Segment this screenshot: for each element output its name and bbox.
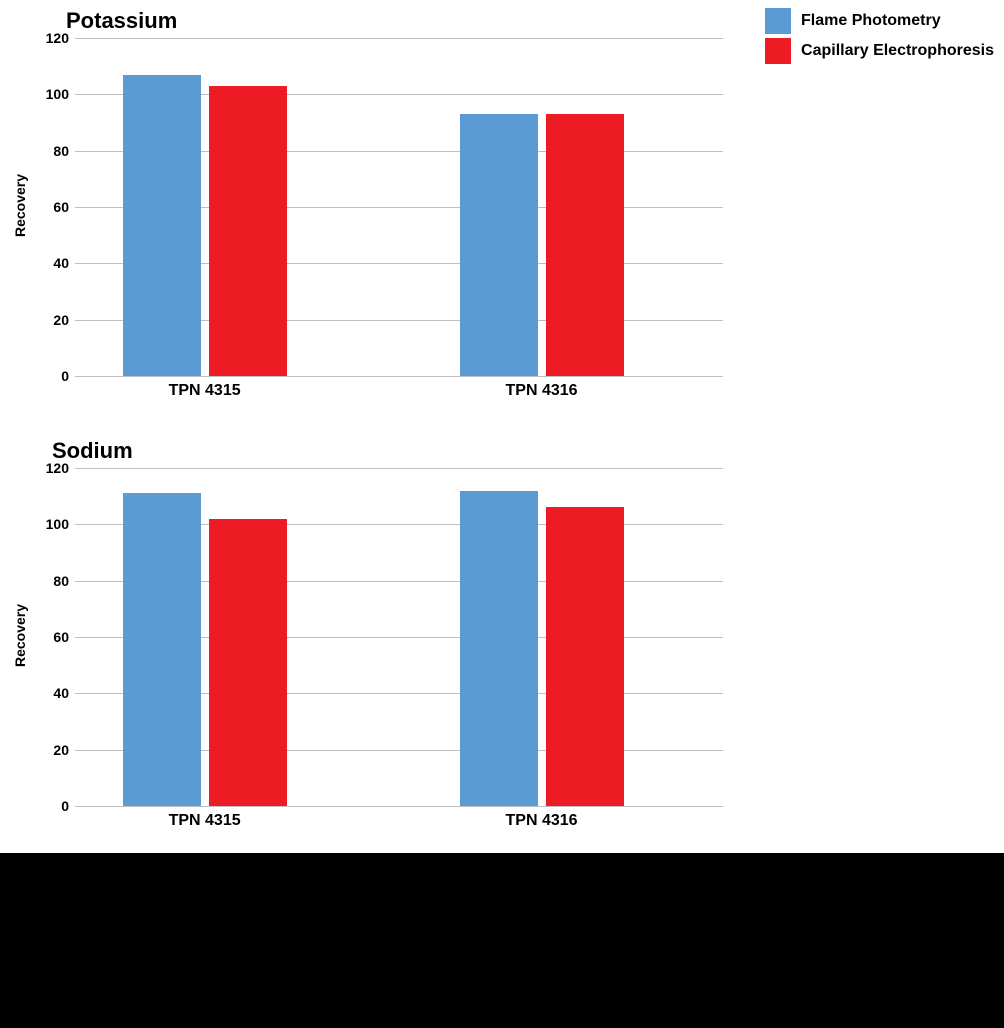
grid-line — [75, 376, 723, 377]
x-category-label: TPN 4315 — [169, 812, 241, 830]
legend-swatch — [765, 8, 791, 34]
y-tick-label: 80 — [35, 143, 69, 159]
y-tick-label: 60 — [35, 629, 69, 645]
y-tick-label: 20 — [35, 742, 69, 758]
y-tick-label: 100 — [35, 516, 69, 532]
y-tick-label: 40 — [35, 255, 69, 271]
y-axis-label: Recovery — [12, 174, 28, 237]
x-category-label: TPN 4315 — [169, 382, 241, 400]
y-tick-label: 120 — [35, 460, 69, 476]
bar — [123, 75, 201, 376]
legend-label: Capillary Electrophoresis — [801, 42, 994, 60]
content-area: Flame Photometry Capillary Electrophores… — [0, 0, 1004, 853]
plot-area — [75, 38, 723, 376]
y-tick-label: 80 — [35, 573, 69, 589]
y-tick-label: 60 — [35, 199, 69, 215]
grid-line — [75, 806, 723, 807]
bar — [123, 493, 201, 806]
y-tick-label: 40 — [35, 685, 69, 701]
plot-area — [75, 468, 723, 806]
bar — [209, 519, 287, 806]
y-tick-label: 100 — [35, 86, 69, 102]
y-tick-label: 0 — [35, 798, 69, 814]
y-tick-label: 0 — [35, 368, 69, 384]
y-axis-label: Recovery — [12, 604, 28, 667]
bar — [209, 86, 287, 376]
bar — [546, 114, 624, 376]
y-tick-label: 20 — [35, 312, 69, 328]
chart-title: Potassium — [66, 8, 177, 34]
legend-swatch — [765, 38, 791, 64]
chart-sodium: Sodium020406080100120RecoveryTPN 4315TPN… — [0, 430, 740, 850]
chart-potassium: Potassium 0 20 40 60 80 100 120 Recovery TPN 4315… — [0, 0, 740, 420]
page-root: Flame Photometry Capillary Electrophores… — [0, 0, 1004, 1028]
bar — [546, 507, 624, 806]
legend-item: Flame Photometry — [765, 8, 994, 34]
legend-item: Capillary Electrophoresis — [765, 38, 994, 64]
bar — [460, 491, 538, 806]
bars-layer — [75, 38, 723, 376]
y-tick-label: 120 — [35, 30, 69, 46]
x-category-label: TPN 4316 — [506, 382, 578, 400]
legend-label: Flame Photometry — [801, 12, 941, 30]
bars-layer — [75, 468, 723, 806]
bar — [460, 114, 538, 376]
chart-legend: Flame Photometry Capillary Electrophores… — [765, 8, 994, 68]
x-category-label: TPN 4316 — [506, 812, 578, 830]
